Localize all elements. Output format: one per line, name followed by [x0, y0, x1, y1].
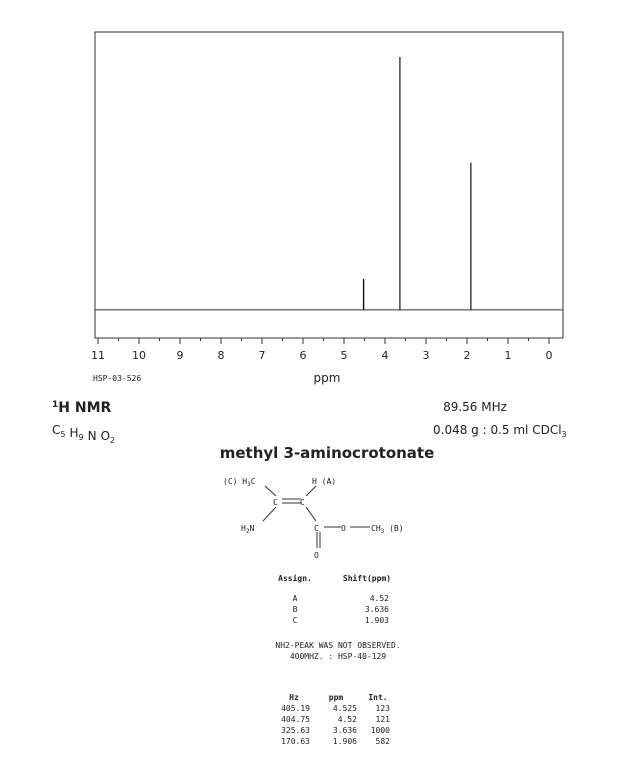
atom-label: CH3 (B): [371, 524, 404, 535]
atom-text: CH: [371, 524, 381, 533]
table-cell: 582: [376, 737, 391, 746]
formula-count: 9: [79, 433, 84, 442]
formula-element: N: [88, 429, 97, 443]
x-tick-label: 8: [218, 349, 225, 362]
table-cell: 121: [376, 715, 391, 724]
bond: [264, 485, 277, 497]
sample: 0.048 g : 0.5 ml CDCl3: [433, 423, 567, 439]
table-cell: 1.903: [365, 616, 389, 625]
atom-label: (C) H3C: [223, 477, 256, 488]
frequency: 89.56 MHz: [443, 400, 507, 414]
atom-label: O: [314, 551, 319, 560]
atom-label: C: [300, 498, 305, 507]
table-cell: 4.52: [338, 715, 357, 724]
atom-after: (B): [384, 524, 403, 533]
atom-text: C: [300, 498, 305, 507]
nucleus-sup: 1: [52, 400, 58, 410]
atom-sub: 3: [381, 528, 385, 535]
atom-label: C: [273, 498, 278, 507]
table-cell: 4.525: [333, 704, 357, 713]
atom-after: N: [249, 524, 254, 533]
atom-text: C: [314, 524, 319, 533]
table-header: Shift(ppm): [343, 573, 391, 583]
formula-count: 5: [60, 430, 65, 439]
x-tick-label: 11: [91, 349, 105, 362]
x-axis-label: ppm: [314, 371, 341, 385]
x-tick-label: 10: [132, 349, 146, 362]
atom-label: H (A): [312, 477, 336, 486]
table-cell: 1.906: [333, 737, 357, 746]
sample-text: 0.048 g : 0.5 ml CDCl: [433, 423, 562, 437]
table-cell: A: [293, 594, 298, 603]
table-cell: 1000: [371, 726, 390, 735]
x-tick-label: 0: [546, 349, 553, 362]
x-tick-label: 3: [423, 349, 430, 362]
nucleus-text: H NMR: [58, 400, 111, 416]
sample-sub: 3: [562, 430, 567, 439]
table-cell: 3.636: [333, 726, 357, 735]
formula-element: O: [101, 429, 110, 443]
table-header: ppm: [329, 693, 344, 702]
x-tick-label: 7: [259, 349, 266, 362]
spectrum-id: HSP-03-526: [93, 374, 141, 383]
atom-text: O: [314, 551, 319, 560]
table-cell: 170.63: [281, 737, 310, 746]
nucleus: 1H NMR: [52, 400, 112, 416]
x-tick-label: 2: [464, 349, 471, 362]
atom-label: H2N: [241, 524, 254, 535]
formula-element: C: [52, 423, 60, 437]
table-header: Hz: [289, 693, 299, 702]
atom-label: C: [314, 524, 319, 533]
formula-count: 2: [110, 436, 115, 445]
compound-name: methyl 3-aminocrotonate: [220, 444, 435, 462]
table-cell: 405.19: [281, 704, 310, 713]
atom-after: C: [251, 477, 256, 486]
atom-text: (C) H: [223, 477, 247, 486]
x-tick-label: 4: [382, 349, 389, 362]
atom-text: C: [273, 498, 278, 507]
table-cell: 4.52: [370, 594, 389, 603]
table-cell: 123: [376, 704, 391, 713]
atom-text: H (A): [312, 477, 336, 486]
plot-frame: [94, 31, 564, 339]
table-cell: 325.63: [281, 726, 310, 735]
atom-sub: 3: [247, 481, 251, 488]
x-tick-label: 9: [177, 349, 184, 362]
structure-bonds: [262, 485, 370, 548]
table-cell: 3.636: [365, 605, 389, 614]
note: 400MHZ. : HSP-40-129: [290, 652, 387, 661]
x-tick-label: 6: [300, 349, 307, 362]
atom-text: O: [341, 524, 346, 533]
x-tick-label: 5: [341, 349, 348, 362]
atom-sub: 2: [246, 528, 250, 535]
bond: [305, 506, 317, 522]
table-cell: C: [293, 616, 298, 625]
table-cell: 404.75: [281, 715, 310, 724]
table-header: Int.: [368, 693, 387, 702]
atom-text: H: [241, 524, 246, 533]
formula-element: H: [69, 426, 78, 440]
x-tick-label: 1: [505, 349, 512, 362]
atom-label: O: [341, 524, 346, 533]
formula: C5 H9 N O2: [52, 423, 115, 445]
table-header: Assign.: [278, 573, 312, 583]
note: NH2-PEAK WAS NOT OBSERVED.: [275, 641, 400, 650]
bond: [262, 506, 277, 522]
bond: [305, 485, 317, 497]
table-cell: B: [293, 605, 298, 614]
